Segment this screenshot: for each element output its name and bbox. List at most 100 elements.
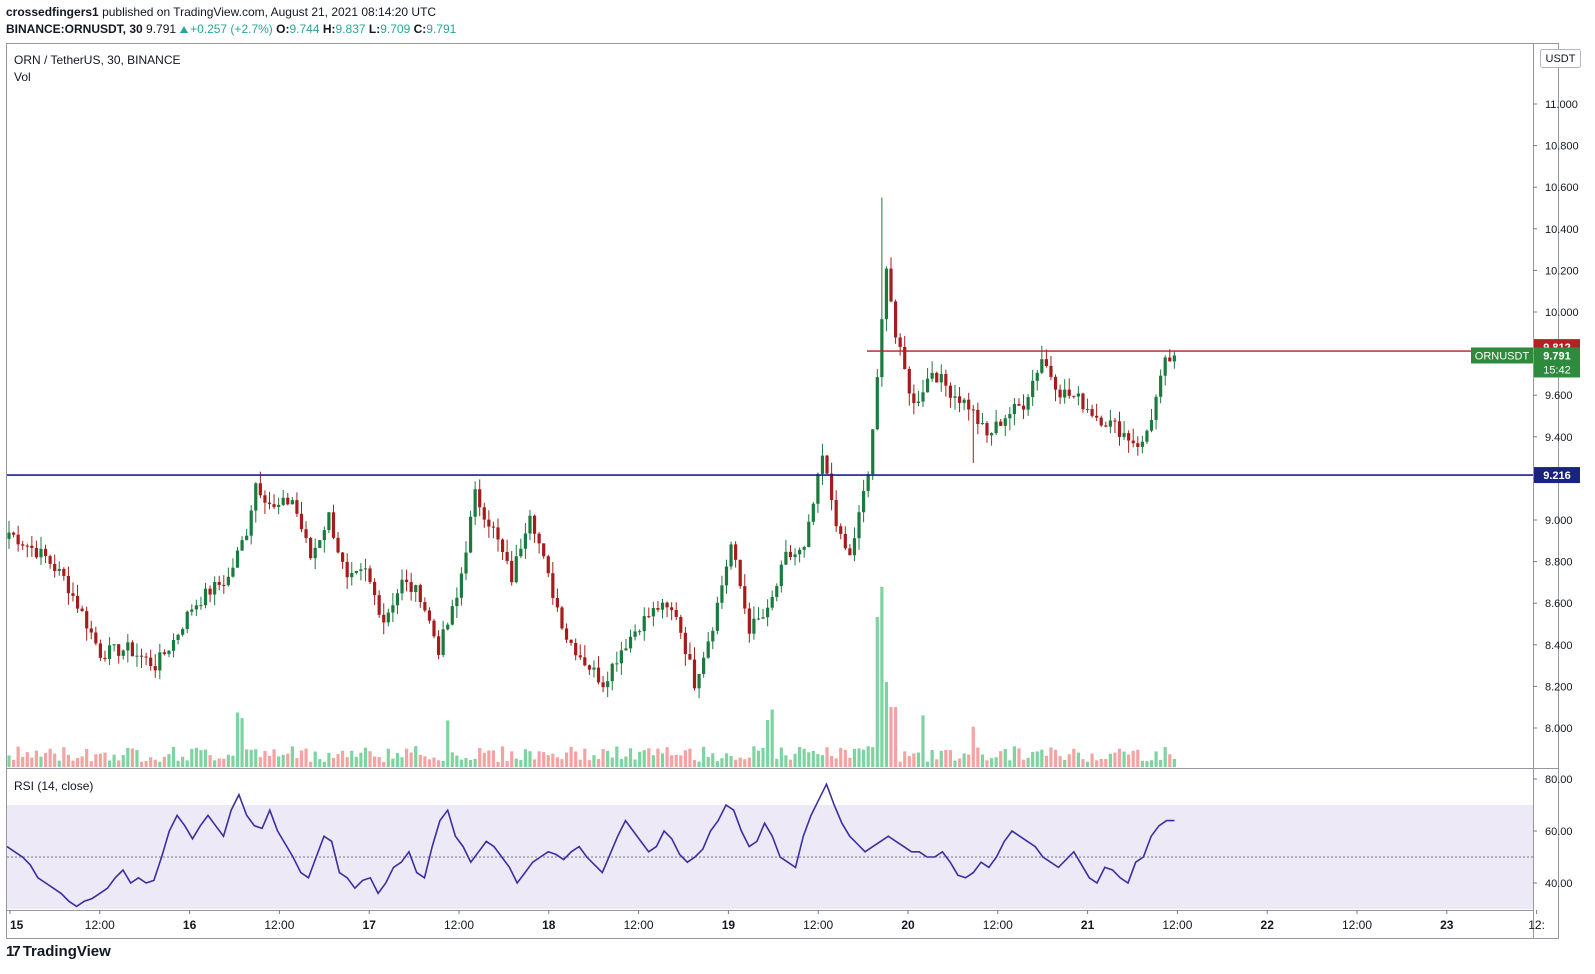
volume-bar — [25, 752, 29, 767]
candle-body — [633, 631, 637, 637]
volume-bar — [235, 712, 240, 767]
volume-bar — [1140, 760, 1144, 767]
volume-bar — [322, 761, 326, 767]
volume-bar — [313, 751, 317, 767]
volume-bar — [999, 751, 1003, 767]
price-tick-label: 9.600 — [1545, 390, 1573, 402]
candle-body — [1113, 420, 1117, 422]
candle-body — [994, 421, 998, 434]
candles — [7, 197, 1176, 699]
candle-body — [642, 616, 646, 632]
volume-bar — [464, 758, 468, 767]
candle-body — [39, 548, 43, 558]
volume-bar — [363, 747, 368, 767]
candle-body — [11, 532, 16, 535]
volume-bar — [162, 756, 166, 767]
volume-bar — [1127, 754, 1131, 767]
time-tick-label: 12:00 — [444, 918, 474, 932]
candle-body — [167, 650, 171, 654]
candle-body — [505, 551, 509, 561]
candle-body — [935, 372, 939, 383]
candle-body — [606, 681, 610, 688]
candle-body — [272, 504, 276, 507]
volume-bar — [254, 749, 258, 767]
time-tick-label: 12:00 — [264, 918, 294, 932]
volume-bar — [1149, 760, 1154, 767]
time-tick-label: 12:00 — [624, 918, 654, 932]
candle-body — [683, 632, 687, 655]
candle-body — [423, 602, 427, 611]
volume-bar — [1122, 751, 1126, 767]
candle-body — [57, 568, 61, 571]
candle-body — [820, 455, 825, 474]
candle-body — [1076, 393, 1080, 397]
price-tick-label: 10.800 — [1545, 141, 1579, 153]
volume-bar — [112, 754, 116, 767]
candle-body — [162, 652, 166, 654]
volume-bar — [48, 748, 52, 767]
candle-body — [880, 319, 884, 378]
candle-body — [107, 645, 112, 659]
volume-bar — [1104, 759, 1108, 767]
volume-bar — [610, 757, 614, 767]
time-axis[interactable]: 15 12:00 16 12:00 17 12:00 18 12:00 19 12:00 20 12:… — [9, 910, 1545, 932]
volume-bar — [537, 751, 541, 767]
candle-body — [491, 526, 496, 528]
time-tick-label: 12:00 — [1342, 918, 1372, 932]
candle-body — [1067, 389, 1071, 396]
candle-body — [756, 618, 761, 620]
candle-body — [16, 534, 20, 545]
candle-body — [1053, 376, 1058, 390]
volume-bar — [711, 753, 715, 767]
candle-body — [85, 611, 89, 629]
volume-bar — [1044, 755, 1048, 767]
candle-body — [299, 513, 304, 530]
volume-bar — [103, 752, 107, 767]
volume-legend: Vol — [14, 70, 31, 84]
candle-body — [345, 561, 349, 578]
time-tick-label: 23 — [1440, 918, 1454, 932]
time-tick-label: 12:00 — [983, 918, 1013, 932]
author-name[interactable]: crossedfingers1 — [6, 5, 99, 19]
time-tick-label: 19 — [722, 918, 736, 932]
candle-body — [523, 533, 528, 549]
volume-bar — [231, 755, 235, 767]
volume-bar — [660, 753, 665, 767]
candle-body — [729, 544, 733, 567]
candle-body — [912, 393, 916, 404]
volume-bar — [286, 753, 290, 767]
candle-body — [464, 552, 468, 574]
volume-bar — [85, 748, 89, 767]
candle-body — [89, 628, 93, 633]
volume-bar — [1095, 760, 1099, 767]
volume-bar — [496, 761, 500, 767]
candle-body — [830, 473, 834, 501]
volume-bar — [194, 747, 198, 767]
volume-bar — [1012, 746, 1016, 767]
candle-body — [34, 547, 39, 558]
candle-body — [1031, 380, 1035, 397]
volume-bar — [569, 746, 573, 767]
candle-body — [747, 608, 751, 634]
currency-button[interactable] — [1540, 49, 1581, 68]
open-value: 9.744 — [289, 22, 320, 36]
volume-bar — [688, 748, 692, 767]
time-tick-label: 15 — [10, 918, 24, 932]
candle-body — [939, 373, 943, 383]
volume-bar — [39, 756, 43, 767]
volume-bar — [149, 757, 153, 767]
volume-bar — [514, 758, 518, 767]
candle-body — [971, 409, 975, 411]
volume-bar — [624, 756, 628, 767]
tradingview-logo[interactable]: 17 TradingView — [6, 943, 111, 960]
candle-body — [468, 516, 473, 553]
rsi-tick-label: 80.00 — [1545, 774, 1573, 786]
rsi-tick-label: 60.00 — [1545, 826, 1573, 838]
price-axis[interactable]: 11.00010.80010.60010.40010.20010.0009.80… — [1533, 99, 1579, 735]
candle-body — [386, 612, 390, 623]
candle-body — [1008, 414, 1012, 419]
candle-body — [610, 663, 614, 682]
volume-bar — [354, 756, 358, 767]
volume-bar — [944, 750, 948, 767]
